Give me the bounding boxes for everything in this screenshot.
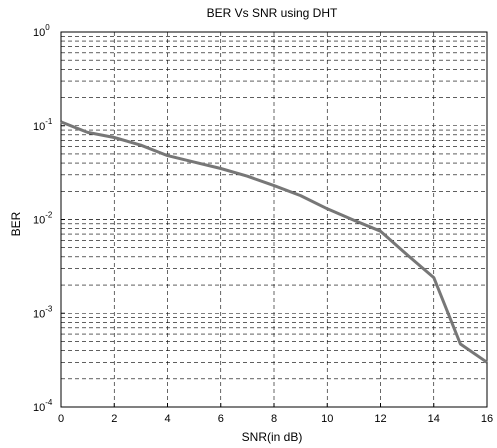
x-tick-label: 16	[481, 413, 493, 425]
chart-title: BER Vs SNR using DHT	[207, 6, 338, 20]
y-tick-label: 10-4	[33, 398, 53, 414]
x-tick-label: 14	[428, 413, 440, 425]
x-axis-title: SNR(in dB)	[242, 430, 303, 444]
grid-lines	[61, 32, 487, 407]
x-tick-label: 12	[374, 413, 386, 425]
x-tick-label: 2	[111, 413, 117, 425]
x-tick-label: 4	[164, 413, 170, 425]
x-axis-ticks: 0 2 4 6 8 10 12 14 16	[58, 403, 493, 425]
y-tick-label: 10-1	[33, 117, 53, 133]
x-tick-label: 10	[321, 413, 333, 425]
y-axis-title: BER	[9, 211, 23, 236]
y-tick-label: 10-2	[33, 211, 53, 227]
y-tick-label: 100	[33, 23, 50, 39]
x-tick-label: 6	[218, 413, 224, 425]
ber-series-line	[60, 120, 488, 364]
series-group	[60, 120, 488, 364]
y-axis-ticks: 100 10-1 10-2 10-3 10-4	[33, 23, 65, 414]
y-tick-label: 10-3	[33, 304, 53, 320]
x-tick-label: 0	[58, 413, 64, 425]
x-tick-label: 8	[271, 413, 277, 425]
